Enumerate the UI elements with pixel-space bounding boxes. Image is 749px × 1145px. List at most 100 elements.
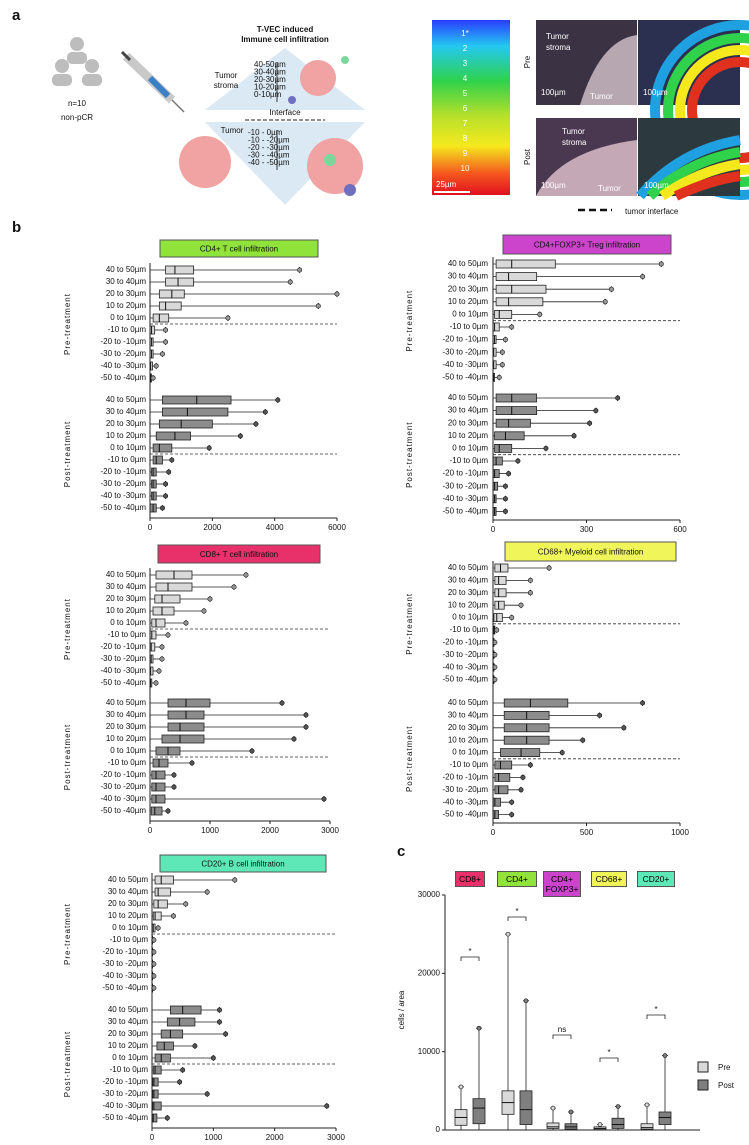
x-tick-label: 2000 <box>261 826 279 835</box>
distance-heatmap <box>432 20 510 195</box>
outlier-point <box>204 889 210 895</box>
category-label: -10 to 0µm <box>108 758 147 767</box>
group-label: Pre-treatment <box>405 290 414 352</box>
category-label: -20 to -10µm <box>442 638 488 647</box>
legend-label: Post <box>718 1081 735 1090</box>
outlier-point <box>499 362 505 368</box>
category-label: 30 to 40µm <box>106 407 147 416</box>
category-label: -40 to -30µm <box>100 794 146 803</box>
outlier-point <box>153 363 159 369</box>
scale-label: 100µm <box>644 181 669 190</box>
category-label: -30 to -20µm <box>100 349 146 358</box>
box <box>495 406 538 416</box>
outlier-point <box>518 787 524 793</box>
outlier-point <box>201 608 207 614</box>
chart-title: CD8+ T cell infiltration <box>200 550 278 559</box>
scale-label: 25µm <box>436 180 457 189</box>
category-label: 40 to 50µm <box>448 259 489 268</box>
category-label: 30 to 40µm <box>448 576 489 585</box>
tumor-cell <box>179 136 231 188</box>
scale-label: 100µm <box>541 88 566 97</box>
outlier-point <box>164 1115 170 1121</box>
x-tick-label: 4000 <box>266 523 284 532</box>
category-label: 30 to 40µm <box>448 711 489 720</box>
outlier-point <box>153 680 159 686</box>
outlier-point <box>291 736 297 742</box>
category-label: -30 to -20µm <box>100 782 146 791</box>
category-label: 40 to 50µm <box>448 698 489 707</box>
category-label: 20 to 30µm <box>448 723 489 732</box>
cohort-icon <box>52 37 102 86</box>
distance-label: -10 - 0µm <box>248 128 283 137</box>
image-label: Tumor <box>546 32 569 41</box>
group-label: Pre-treatment <box>63 598 72 660</box>
category-label: -10 to 0µm <box>108 455 147 464</box>
category-label: 30 to 40µm <box>448 406 489 415</box>
outlier-point <box>243 572 249 578</box>
box <box>494 309 513 319</box>
box <box>155 431 191 441</box>
category-label: 20 to 30µm <box>448 284 489 293</box>
category-label: -40 to -30µm <box>442 797 488 806</box>
category-label: 20 to 30µm <box>448 588 489 597</box>
tumor-tissue <box>536 140 637 196</box>
category-label: -30 to -20µm <box>442 481 488 490</box>
box <box>494 443 513 453</box>
category-label: -50 to -40µm <box>442 810 488 819</box>
category-label: 10 to 20µm <box>448 735 489 744</box>
category-label: -20 to -10µm <box>102 947 148 956</box>
outlier-point <box>210 1055 216 1061</box>
box <box>151 618 166 628</box>
category-label: -50 to -40µm <box>100 373 146 382</box>
outlier-point <box>216 1019 222 1025</box>
category-label: -10 to 0µm <box>450 760 489 769</box>
outlier-point <box>587 420 593 426</box>
category-label: -30 to -20µm <box>102 1089 148 1098</box>
category-label: 40 to 50µm <box>448 393 489 402</box>
category-label: 10 to 20µm <box>106 301 147 310</box>
category-label: -40 to -30µm <box>100 361 146 370</box>
outlier-point <box>509 324 515 330</box>
image-label: Tumor <box>562 127 585 136</box>
outlier-point <box>621 725 627 731</box>
box <box>167 698 211 708</box>
box <box>162 407 229 417</box>
outlier-point <box>509 812 515 818</box>
outlier-point <box>550 1105 556 1111</box>
category-label: -40 to -30µm <box>100 491 146 500</box>
outlier-point <box>644 1102 650 1108</box>
category-label: 30 to 40µm <box>106 582 147 591</box>
outlier-point <box>527 590 533 596</box>
significance-bracket <box>646 1014 666 1019</box>
outlier-point <box>499 349 505 355</box>
box <box>495 259 556 269</box>
x-tick-label: 0 <box>148 523 153 532</box>
box <box>503 698 569 708</box>
category-label: -30 to -20µm <box>102 959 148 968</box>
group-label: Pre-treatment <box>63 293 72 355</box>
distance-label: 30-40µm <box>254 68 286 77</box>
box <box>152 1089 159 1099</box>
category-label: 0 to 10µm <box>452 748 488 757</box>
category-label: -50 to -40µm <box>442 675 488 684</box>
panel-label: c <box>397 843 405 860</box>
tumor-cell <box>307 138 363 194</box>
box <box>150 806 163 816</box>
category-label: -20 to -10µm <box>442 773 488 782</box>
outlier-point <box>502 508 508 514</box>
outlier-point <box>279 700 285 706</box>
category-label: -50 to -40µm <box>100 503 146 512</box>
category-label: -50 to -40µm <box>102 1113 148 1122</box>
outlier-point <box>177 1079 183 1085</box>
y-tick-label: 30000 <box>418 890 441 899</box>
box <box>153 899 168 909</box>
category-label: 0 to 10µm <box>112 923 148 932</box>
outlier-point <box>527 762 533 768</box>
outlier-point <box>496 374 502 380</box>
box <box>165 277 195 287</box>
outlier-point <box>559 750 565 756</box>
category-label: 30 to 40µm <box>106 277 147 286</box>
significance-bracket <box>599 1057 619 1062</box>
box <box>152 313 170 323</box>
